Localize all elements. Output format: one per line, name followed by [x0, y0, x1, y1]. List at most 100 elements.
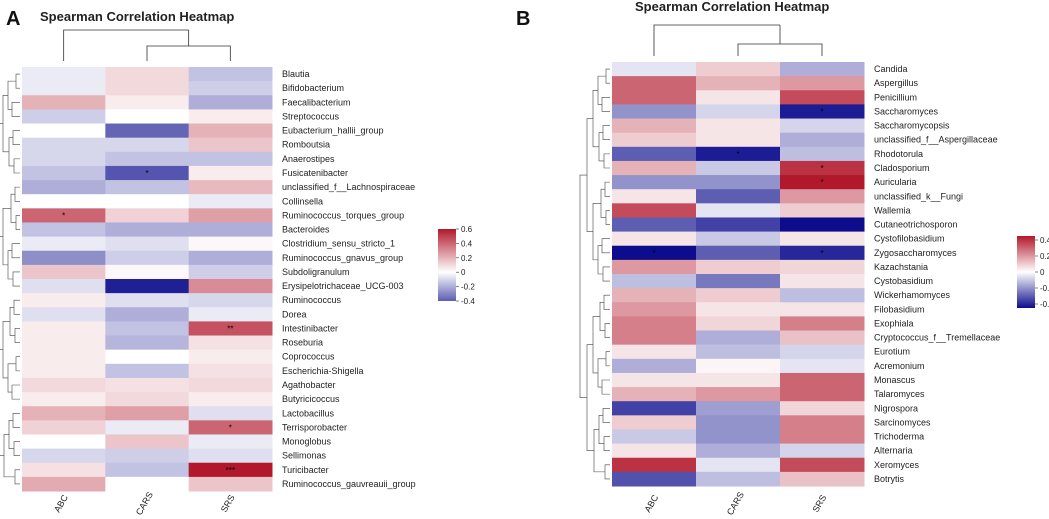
panel-a-cell-r20-c2 — [188, 349, 273, 365]
panel-a-row-label-5: Romboutsia — [282, 140, 330, 150]
panel-a-cell-r4-c2 — [188, 123, 273, 139]
panel-a-cell-r19-c1 — [105, 335, 190, 351]
panel-a-row-label-7: Fusicatenibacter — [282, 168, 348, 178]
panel-b-cell-r13-c0 — [612, 245, 697, 261]
panel-b-legend-tick-1: 0.2 — [1040, 252, 1049, 261]
panel-a-cell-r29-c0 — [22, 476, 106, 492]
panel-a-row-label-0: Blautia — [282, 69, 310, 79]
panel-a-cell-r9-c2 — [188, 194, 273, 209]
panel-b-legend-colorbar — [1017, 236, 1035, 308]
panel-a-legend-tick-4: -0.2 — [461, 283, 475, 292]
panel-a-row-label-8: unclassified_f__Lachnospiraceae — [282, 182, 415, 192]
panel-a-row-label-15: Erysipelotrichaceae_UCG-003 — [282, 281, 404, 291]
panel-a-row-label-28: Turicibacter — [282, 465, 329, 475]
panel-a-legend-tick-1: 0.4 — [461, 239, 473, 248]
panel-a-cell-r25-c2 — [188, 420, 273, 435]
panel-a-cell-r23-c0 — [22, 392, 106, 407]
panel-b-cell-r23-c2 — [780, 387, 865, 402]
panel-a-heatmap: ********BlautiaBifidobacteriumFaecalibac… — [0, 29, 475, 517]
panel-b-cell-r23-c0 — [612, 387, 697, 402]
panel-a-row-label-10: Ruminococcus_torques_group — [282, 210, 404, 220]
panel-b-row-label-21: Acremonium — [874, 361, 925, 371]
panel-b-cell-r20-c0 — [612, 344, 697, 360]
panel-a-cell-r15-c0 — [22, 279, 106, 294]
panel-b-cell-r0-c0 — [612, 62, 697, 77]
panel-b-row-label-2: Penicillium — [874, 92, 917, 102]
panel-a-cell-r26-c2 — [188, 434, 273, 450]
panel-a-legend-tick-2: 0.2 — [461, 254, 473, 263]
panel-b-cell-r4-c2 — [780, 118, 865, 134]
panel-a-legend-tick-5: -0.4 — [461, 297, 475, 306]
panel-b-cell-r28-c1 — [696, 457, 781, 473]
panel-b-col-label-srs: SRS — [810, 493, 828, 514]
panel-b-cell-r23-c1 — [696, 387, 781, 402]
panel-a-cell-r18-c2 — [188, 321, 273, 337]
panel-b-cell-r24-c2 — [780, 401, 865, 416]
panel-a-cell-r15-c2 — [188, 279, 273, 294]
panel-b-cell-r26-c0 — [612, 429, 697, 445]
panel-a-row-label-19: Roseburia — [282, 338, 323, 348]
panel-a-cell-r27-c0 — [22, 448, 106, 464]
panel-a-cell-r29-c1 — [105, 476, 190, 492]
panel-b-col-label-abc: ABC — [642, 493, 660, 514]
panel-a-row-label-18: Intestinibacter — [282, 323, 338, 333]
panel-b-cell-r17-c0 — [612, 302, 697, 317]
panel-b-cell-r1-c1 — [696, 76, 781, 91]
panel-b-cell-r27-c1 — [696, 443, 781, 459]
panel-b-cell-r17-c2 — [780, 302, 865, 317]
panel-a-cell-r0-c1 — [105, 67, 190, 82]
panel-b-row-label-11: Cutaneotrichosporon — [874, 220, 958, 230]
panel-b-cell-r22-c1 — [696, 372, 781, 388]
panel-a-row-label-13: Ruminococcus_gnavus_group — [282, 253, 403, 263]
panel-b-cell-r18-c2 — [780, 316, 865, 332]
panel-a-cell-r0-c2 — [188, 67, 273, 82]
panel-a-row-label-2: Faecalibacterium — [282, 97, 351, 107]
panel-a-cell-r7-c0 — [22, 165, 106, 181]
panel-b-row-label-24: Nigrospora — [874, 403, 918, 413]
panel-b-row-label-15: Cystobasidium — [874, 276, 933, 286]
panel-b-significance-r13-c2: * — [820, 249, 823, 258]
panel-a-cell-r5-c0 — [22, 137, 106, 153]
panel-a-cell-r3-c2 — [188, 109, 273, 125]
panel-b-cell-r19-c1 — [696, 330, 781, 346]
panel-a-row-label-26: Monoglobus — [282, 437, 332, 447]
panel-b-cell-r0-c1 — [696, 62, 781, 77]
panel-b-significance-r6-c1: * — [736, 150, 739, 159]
panel-a-legend-tick-3: 0 — [461, 268, 466, 277]
panel-b-cell-r13-c2 — [780, 245, 865, 261]
panel-b-row-label-1: Aspergillus — [874, 78, 919, 88]
panel-a-cell-r8-c0 — [22, 180, 106, 195]
panel-b-cell-r28-c0 — [612, 457, 697, 473]
panel-a-cell-r20-c0 — [22, 349, 106, 365]
panel-b-cell-r12-c2 — [780, 231, 865, 247]
panel-a-cell-r25-c1 — [105, 420, 190, 435]
panel-b-title: Spearman Correlation Heatmap — [635, 0, 829, 14]
panel-b-row-label-6: Rhodotorula — [874, 149, 923, 159]
panel-a-legend-colorbar — [438, 229, 456, 301]
panel-b-cell-r14-c0 — [612, 259, 697, 275]
panel-a-cell-r11-c2 — [188, 222, 273, 238]
panel-b-cell-r15-c2 — [780, 274, 865, 289]
panel-a-cell-r2-c0 — [22, 95, 106, 110]
panel-a-cell-r3-c0 — [22, 109, 106, 125]
panel-b-cell-r18-c0 — [612, 316, 697, 332]
panel-a-cell-r28-c1 — [105, 462, 190, 478]
panel-b-cell-r6-c2 — [780, 146, 865, 162]
panel-a-row-label-14: Subdoligranulum — [282, 267, 350, 277]
panel-a-cell-r17-c0 — [22, 307, 106, 322]
panel-a-cell-r13-c0 — [22, 250, 106, 266]
panel-b-cell-r12-c1 — [696, 231, 781, 247]
panel-b-cell-r9-c2 — [780, 189, 865, 204]
panel-b-cell-r2-c1 — [696, 90, 781, 105]
panel-a-cell-r8-c2 — [188, 180, 273, 195]
panel-b-cell-r19-c2 — [780, 330, 865, 346]
panel-b-letter: B — [516, 8, 530, 30]
panel-a-significance-r25-c2: * — [229, 423, 232, 432]
panel-a-row-dendrogram — [0, 73, 20, 485]
panel-b-row-label-9: unclassified_k__Fungi — [874, 191, 963, 201]
panel-b-cell-r15-c0 — [612, 274, 697, 289]
panel-b-cell-r25-c0 — [612, 415, 697, 430]
panel-b-cell-r21-c0 — [612, 358, 697, 374]
panel-b-cell-r3-c2 — [780, 104, 865, 120]
panel-a-cell-r1-c1 — [105, 81, 190, 96]
